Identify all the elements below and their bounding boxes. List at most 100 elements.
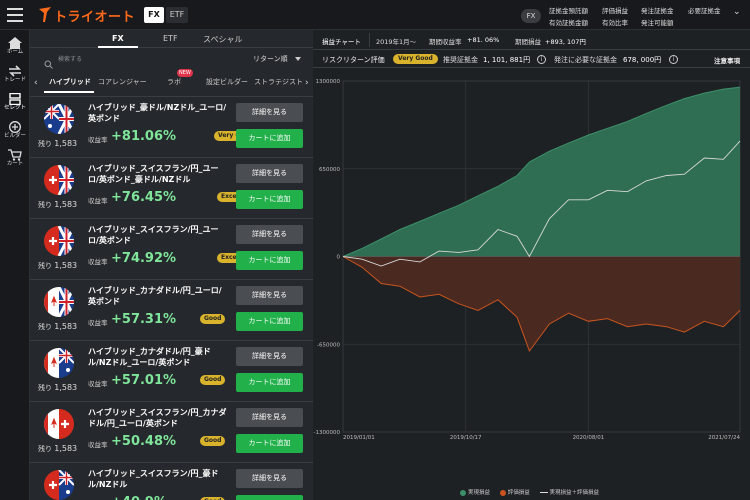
total-line [342,140,741,267]
order-margin-label: 発注に必要な証拠金 [554,56,617,64]
info-icon[interactable]: i [537,55,546,64]
return-label: 収益率 [88,441,108,449]
logo[interactable]: トライオート [38,5,135,25]
currency-flags-icon [44,226,74,256]
add-to-cart-button[interactable]: カートに追加 [236,434,303,453]
top-bar: トライオート FX ETF FX 証拠金預託額 評価損益 発注証拠金 必要証拠金… [0,0,750,30]
sidebar-label: セレクト [3,105,26,111]
header-link-effective-ratio[interactable]: 有効比率 [602,19,628,27]
y-tick-label: -650000 [317,342,340,348]
sidebar-item-select[interactable]: セレクト [0,90,30,116]
period-rate-value: +81. 06% [467,36,500,44]
chevron-down-icon[interactable] [295,57,301,61]
return-value: +74.92% [111,251,177,266]
period-rate-label: 期間収益率 [429,38,462,46]
category-builder[interactable]: 設定ビルダー [206,78,248,86]
strategy-name: ハイブリッド_スイスフラン/円_ユーロ/英ポンド [88,225,219,245]
remaining-count: 残り 1,583 [38,139,78,148]
select-icon [8,90,22,106]
sidebar-label: カート [6,161,24,167]
currency-flags-icon [44,287,74,317]
view-details-button[interactable]: 詳細を見る [236,286,303,305]
category-next-icon[interactable]: › [305,78,309,88]
category-tabs: ‹ ハイブリッド コアレンジャー ラボ NEW 設定ビルダー ストラテジスト › [30,69,313,93]
strategy-card[interactable]: 残り 1,583 ハイブリッド_豪ドル/NZドル_ユーロ/英ポンド 収益率 +81.0… [30,96,313,157]
notes-link[interactable]: 注意事項 [714,57,740,65]
add-to-cart-button[interactable]: カートに追加 [236,129,303,148]
category-lab[interactable]: ラボ [167,78,181,86]
remaining-count: 残り 1,583 [38,261,78,270]
builder-icon [8,118,22,133]
rating-badge: Good [200,375,226,385]
tab-etf[interactable]: ETF [163,34,178,43]
search-placeholder: 検索する [58,56,83,63]
y-tick-label: -1300000 [314,430,341,436]
strategy-card[interactable]: 残り 1,583 ハイブリッド_スイスフラン/円_ユーロ/英ポンド_豪ドル/NZド… [30,157,313,218]
sidebar-item-cart[interactable]: カート [0,146,30,172]
sidebar-item-home[interactable]: ホーム [0,34,30,60]
header-link-order-available[interactable]: 発注可能額 [641,19,674,27]
category-core-ranger[interactable]: コアレンジャー [98,78,147,86]
sidebar-label: トレード [3,77,26,83]
category-prev-icon[interactable]: ‹ [34,78,38,88]
tab-special[interactable]: スペシャル [203,35,243,44]
view-details-button[interactable]: 詳細を見る [236,469,303,488]
sidebar-item-trade[interactable]: トレード [0,62,30,88]
y-tick-label: 1300000 [316,79,341,85]
x-tick-label: 2021/07/24 [708,435,740,441]
add-to-cart-button[interactable]: カートに追加 [236,251,303,270]
realized-area [343,87,740,257]
view-details-button[interactable]: 詳細を見る [236,225,303,244]
toggle-etf[interactable]: ETF [166,7,188,23]
add-to-cart-button[interactable]: カートに追加 [236,373,303,392]
menu-icon[interactable] [7,8,23,22]
x-tick-label: 2019/01/01 [343,435,375,441]
search-input[interactable]: 検索する [40,52,220,69]
recommended-margin-value: 1, 101, 881円 [483,56,531,64]
strategy-name: ハイブリッド_スイスフラン/円_ユーロ/英ポンド_豪ドル/NZドル [88,164,219,184]
realized-line [342,86,741,257]
pl-chart: 1300000 650000 0 -650000 -1300000 2019/01/01 2… [313,70,750,500]
strategy-card[interactable]: 残り 1,583 ハイブリッド_スイスフラン/円_カナダドル/円_ユーロ/英ポンド… [30,401,313,462]
strategy-card[interactable]: 残り 1,583 ハイブリッド_カナダドル/円_ユーロ/英ポンド 収益率 +57.31… [30,279,313,340]
market-tabs: FX ETF スペシャル [30,30,313,48]
view-details-button[interactable]: 詳細を見る [236,347,303,366]
category-hybrid[interactable]: ハイブリッド [49,78,91,86]
strategy-name: ハイブリッド_スイスフラン/円_カナダドル/円_ユーロ/英ポンド [88,408,227,428]
view-details-button[interactable]: 詳細を見る [236,164,303,183]
header-link-deposit[interactable]: 証拠金預託額 [549,7,588,15]
currency-flags-icon [44,470,74,500]
add-to-cart-button[interactable]: カートに追加 [236,312,303,331]
return-label: 収益率 [88,319,108,327]
header-link-order-margin[interactable]: 発注証拠金 [641,7,674,15]
legend-unrealized: 評価損益 [507,490,530,496]
strategy-card[interactable]: 残り 1,583 ハイブリッド_カナダドル/円_豪ドル/NZドル_ユーロ/英ポンド… [30,340,313,401]
add-to-cart-button[interactable]: カートに追加 [236,190,303,209]
chart-title: 損益チャート [322,38,361,46]
legend-total: 実現損益＋評価損益 [549,490,600,496]
sidebar-item-builder[interactable]: ビルダー [0,118,30,144]
header-link-valuation[interactable]: 評価損益 [602,7,628,15]
view-details-button[interactable]: 詳細を見る [236,103,303,122]
info-icon[interactable]: i [669,55,678,64]
rating-badge: Good [200,436,226,446]
strategy-name: ハイブリッド_カナダドル/円_豪ドル/NZドル_ユーロ/英ポンド [88,347,211,367]
header-link-required-margin[interactable]: 必要証拠金 [688,7,721,15]
sort-select[interactable]: リターン順 [253,55,288,63]
strategy-card[interactable]: 残り 1,583 ハイブリッド_スイスフラン/円_ユーロ/英ポンド 収益率 +74.9… [30,218,313,279]
strategy-card[interactable]: 残り 1,698ハイブリッド_スイスフラン/円_豪ドル/NZドル収益率+40.9… [30,462,313,500]
logo-text: トライオート [54,9,136,25]
tab-fx[interactable]: FX [112,34,124,43]
header-link-effective-margin[interactable]: 有効証拠金額 [549,19,588,27]
period-select[interactable]: 2019年1月〜 [376,38,417,46]
add-to-cart-button[interactable]: カートに追加 [236,495,303,500]
category-strategist[interactable]: ストラテジスト [254,78,303,86]
header-expand-icon[interactable]: ⌄ [733,7,741,17]
toggle-fx[interactable]: FX [144,7,164,23]
logo-mark-icon [38,7,52,23]
sidebar: ホーム トレード セレクト ビルダー カート [0,30,30,500]
view-details-button[interactable]: 詳細を見る [236,408,303,427]
x-tick-label: 2020/08/01 [573,435,605,441]
